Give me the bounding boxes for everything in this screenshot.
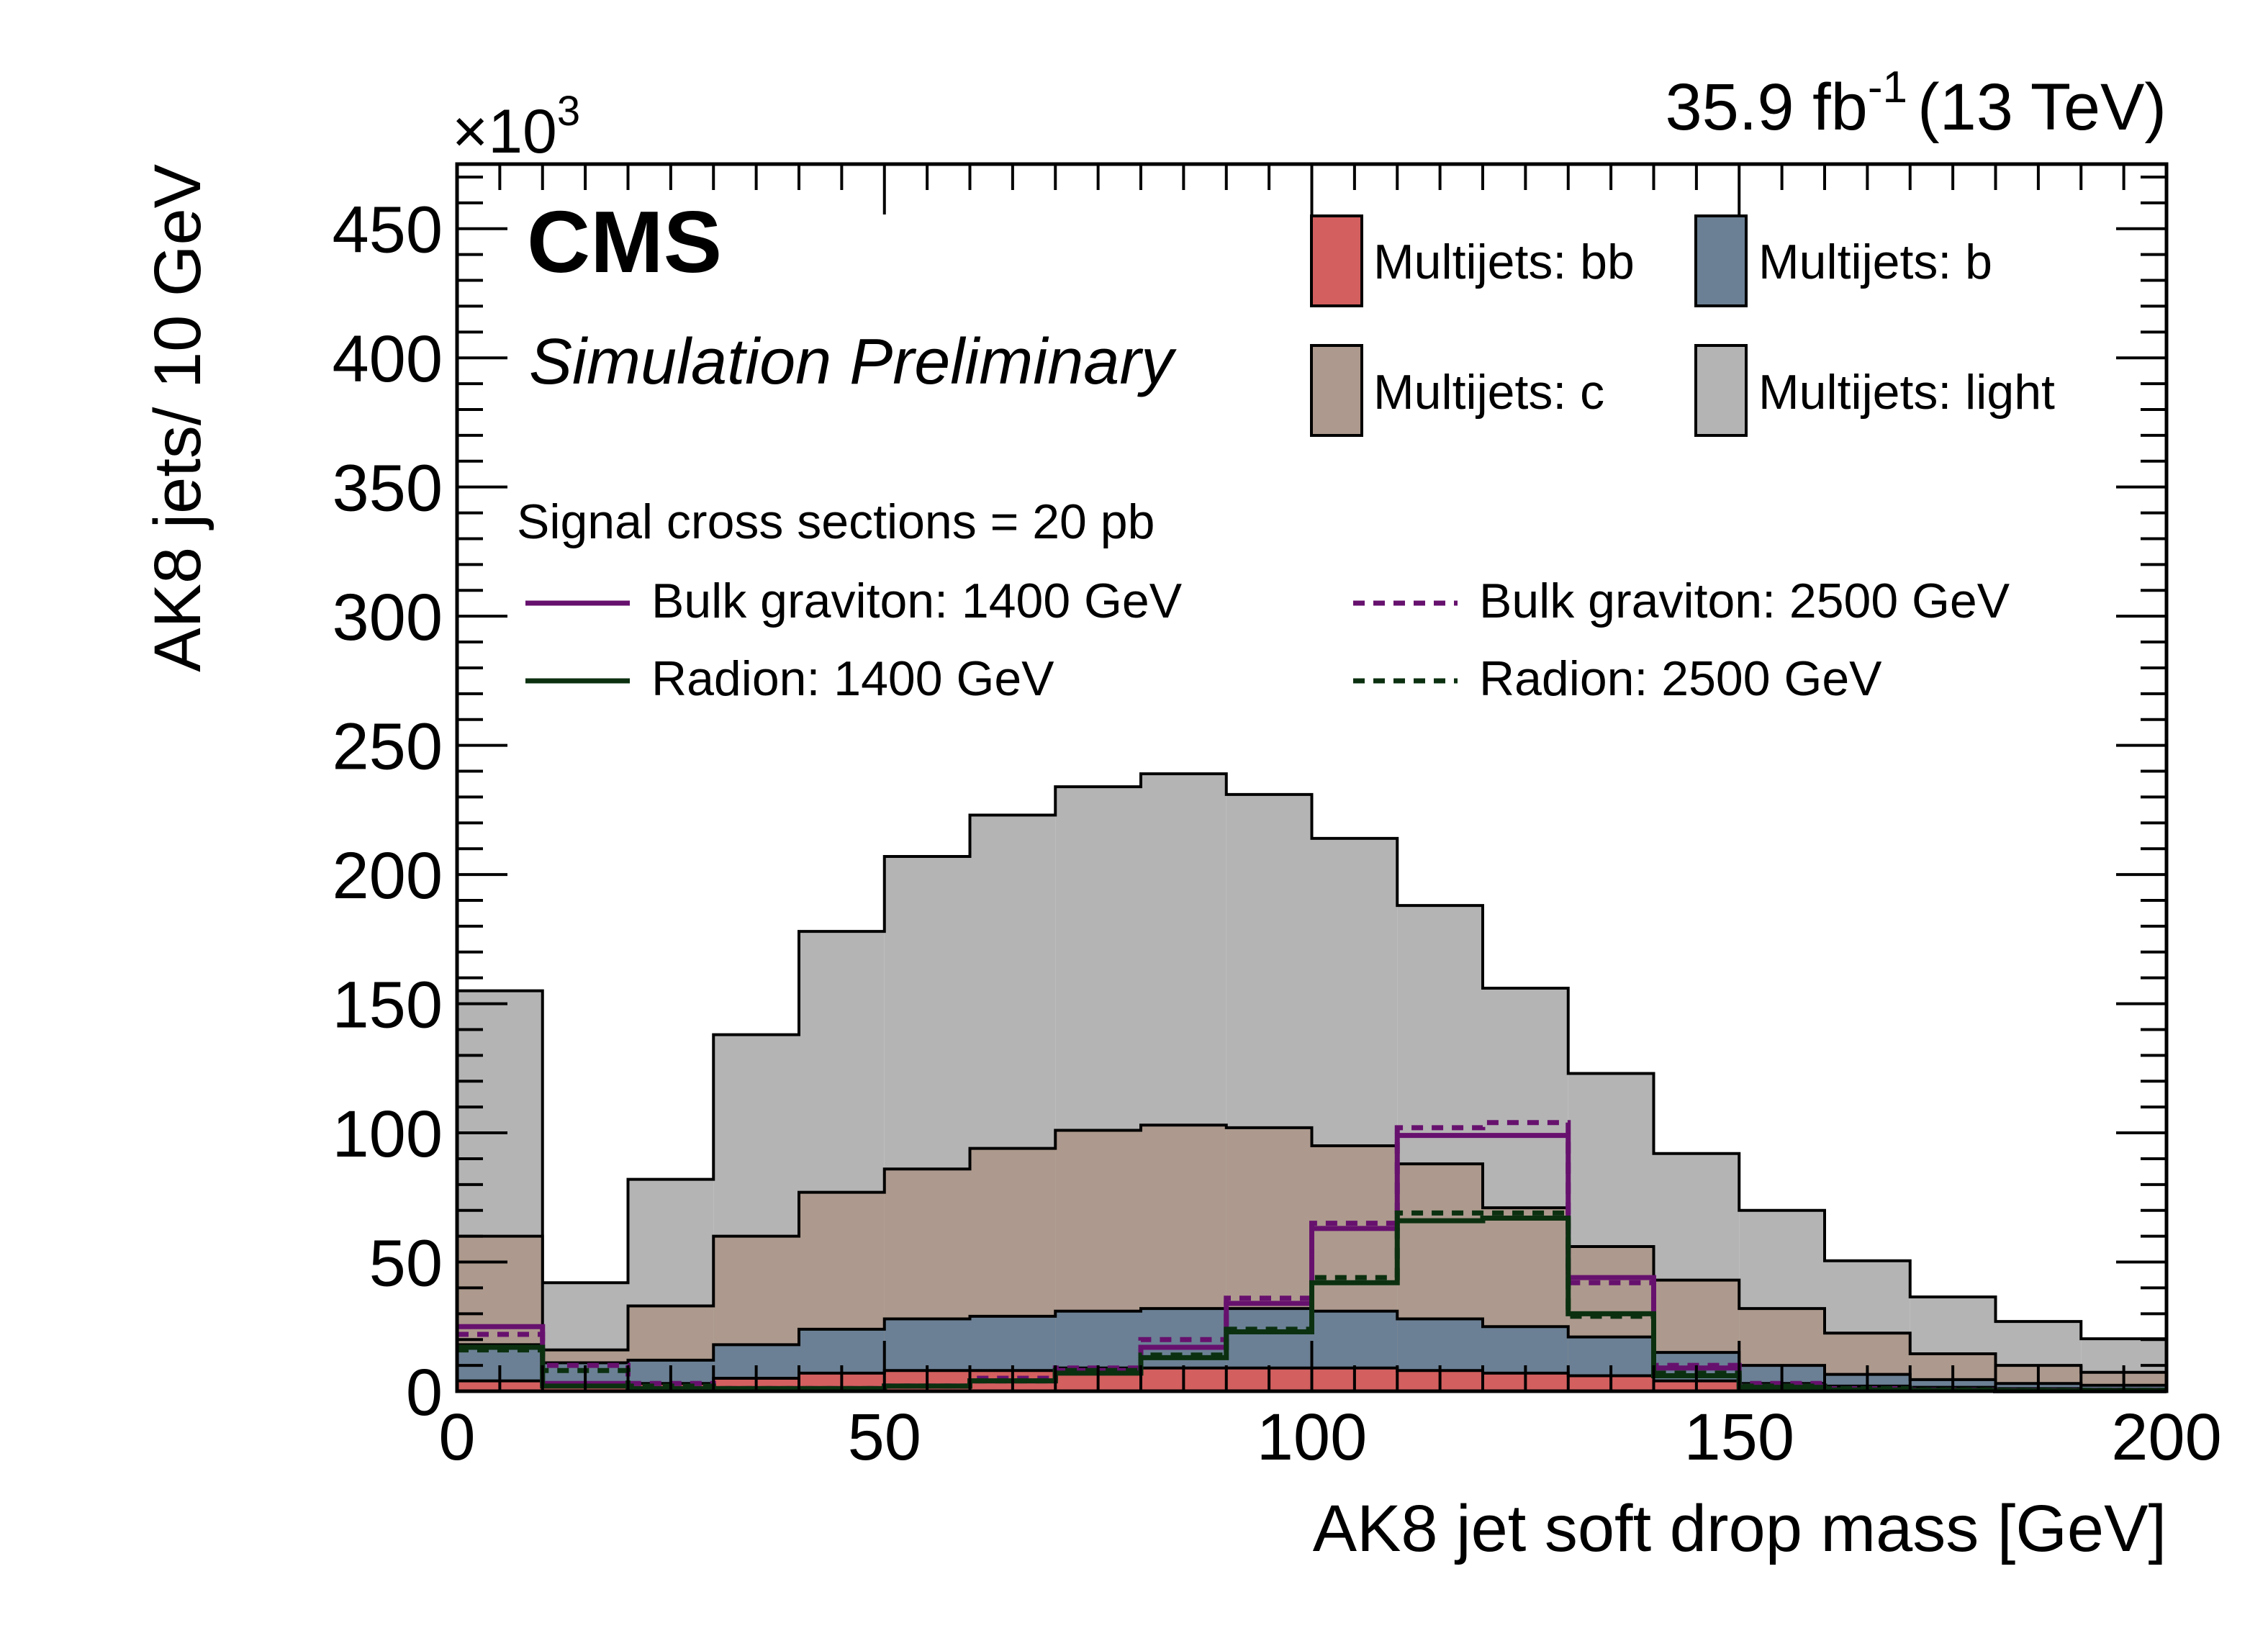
signal-legend-header: Signal cross sections = 20 pb	[517, 494, 1155, 549]
energy-label: (13 TeV)	[1917, 71, 2167, 144]
y-tick-label: 450	[333, 194, 443, 267]
lumi-value: 35.9 fb	[1665, 71, 1867, 144]
x-tick-label: 100	[1257, 1401, 1368, 1474]
y-tick-label: 150	[333, 969, 443, 1042]
y-tick-label: 50	[369, 1227, 443, 1301]
x-axis-title: AK8 jet soft drop mass [GeV]	[1313, 1492, 2167, 1565]
legend-label-multijets-light: Multijets: light	[1758, 365, 2055, 420]
simulation-preliminary-label: Simulation Preliminary	[529, 326, 1177, 398]
y-tick-label: 200	[333, 839, 443, 913]
x-tick-label: 50	[848, 1401, 921, 1474]
lumi-exponent: -1	[1868, 63, 1907, 112]
cms-label: CMS	[527, 193, 722, 291]
y-multiplier: ×103	[452, 88, 580, 166]
legend-label-bulk-graviton-1400-gev: Bulk graviton: 1400 GeV	[651, 574, 1183, 628]
legend-swatch-multijets-b	[1694, 214, 1748, 307]
legend-label-radion-1400-gev: Radion: 1400 GeV	[651, 651, 1054, 706]
background-stack	[457, 772, 2167, 1391]
x-tick-label: 200	[2111, 1401, 2222, 1474]
y-multiplier-exponent: 3	[557, 88, 580, 135]
legend-swatch-multijets-bb	[1310, 214, 1363, 307]
y-tick-label: 0	[406, 1356, 443, 1429]
legend-swatch-multijets-c	[1310, 344, 1363, 437]
legend-label-multijets-bb: Multijets: bb	[1373, 235, 1635, 289]
background-legend: Multijets: bb Multijets: b Multijets: c Mul…	[1310, 214, 2055, 437]
tick-labels: 0 50 100 150 200 0 50 100 150 200 250 300 350 400 450	[333, 194, 2222, 1474]
legend-label-radion-2500-gev: Radion: 2500 GeV	[1479, 651, 1882, 706]
outline-multijets-c	[457, 1123, 2167, 1374]
y-axis-title: AK8 jets/ 10 GeV	[141, 164, 214, 672]
x-tick-label: 0	[438, 1401, 475, 1474]
outline-multijets-light	[457, 772, 2167, 1341]
x-tick-label: 150	[1684, 1401, 1795, 1474]
legend-label-bulk-graviton-2500-gev: Bulk graviton: 2500 GeV	[1479, 574, 2010, 628]
signal-legend: Bulk graviton: 1400 GeV Bulk graviton: 25…	[525, 574, 2010, 706]
axis-ticks	[456, 164, 2168, 1393]
y-multiplier-base: ×10	[452, 97, 557, 166]
legend-label-multijets-c: Multijets: c	[1373, 365, 1604, 420]
y-tick-label: 300	[333, 581, 443, 654]
lumi-label: 35.9 fb-1 (13 TeV)	[1665, 63, 2167, 144]
legend-swatch-multijets-light	[1694, 344, 1748, 437]
y-tick-label: 400	[333, 322, 443, 396]
y-tick-label: 350	[333, 452, 443, 525]
legend-label-multijets-b: Multijets: b	[1758, 235, 1992, 289]
y-tick-label: 250	[333, 710, 443, 784]
y-tick-label: 100	[333, 1098, 443, 1171]
